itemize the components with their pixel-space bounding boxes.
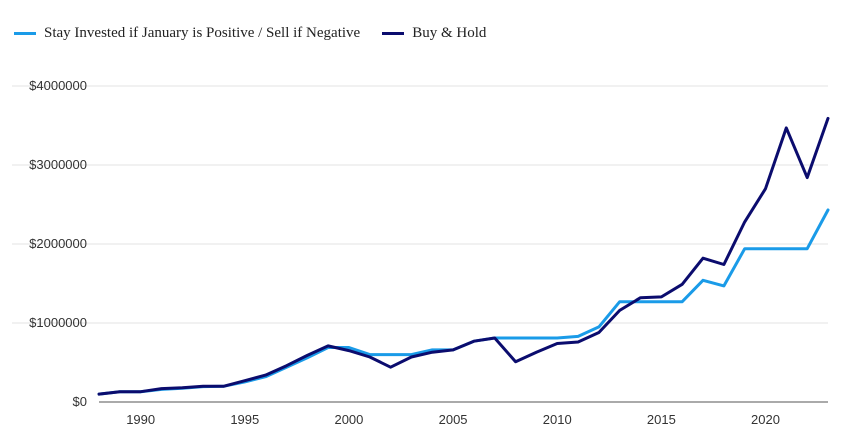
x-tick-label: 1995 — [230, 412, 259, 427]
y-tick-label: $2000000 — [29, 236, 87, 251]
legend-item-strategy[interactable]: Stay Invested if January is Positive / S… — [14, 25, 360, 42]
x-axis-tick-labels: 1990 1995 2000 2005 2010 2015 2020 — [126, 412, 780, 427]
legend-swatch-strategy — [14, 31, 36, 35]
y-tick-label: $1000000 — [29, 315, 87, 330]
chart-legend: Stay Invested if January is Positive / S… — [14, 22, 508, 44]
x-tick-label: 1990 — [126, 412, 155, 427]
x-tick-label: 2020 — [751, 412, 780, 427]
x-tick-label: 2010 — [543, 412, 572, 427]
x-tick-label: 2000 — [334, 412, 363, 427]
series-lines — [97, 116, 830, 396]
gridlines — [12, 85, 828, 324]
legend-label-strategy: Stay Invested if January is Positive / S… — [44, 24, 361, 41]
y-axis-tick-labels: $0 $1000000 $2000000 $3000000 $4000000 — [29, 78, 87, 409]
legend-item-buy-hold[interactable]: Buy & Hold — [382, 25, 486, 42]
y-tick-label: $0 — [73, 394, 87, 409]
legend-label-buy-hold: Buy & Hold — [412, 24, 487, 41]
series-line-buy-hold — [97, 116, 830, 396]
legend-swatch-buy-hold — [382, 31, 405, 35]
y-tick-label: $4000000 — [29, 78, 87, 93]
x-tick-label: 2005 — [439, 412, 468, 427]
series-line-strategy — [97, 208, 830, 396]
y-tick-label: $3000000 — [29, 157, 87, 172]
x-tick-label: 2015 — [647, 412, 676, 427]
